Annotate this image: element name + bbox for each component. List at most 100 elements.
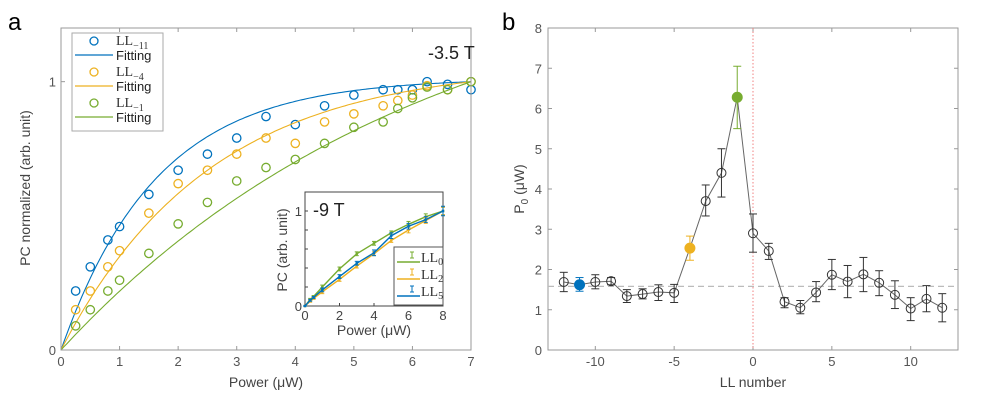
data-point xyxy=(669,287,680,298)
panel-b-ytick-label: 5 xyxy=(535,142,542,157)
inset-legend-label-2: LL5 xyxy=(421,285,443,302)
data-point xyxy=(826,269,837,280)
inset-xtick-label: 8 xyxy=(439,308,446,323)
legend-label-main: LL xyxy=(116,96,133,111)
data-point xyxy=(231,176,242,186)
data-point xyxy=(392,95,403,106)
data-point xyxy=(202,165,213,176)
panel-b-ytick-label: 7 xyxy=(535,61,542,76)
legend-label-main: LL xyxy=(116,65,133,80)
legend-fit-label-1: Fitting xyxy=(116,79,151,94)
data-point xyxy=(700,196,711,207)
data-point xyxy=(144,189,154,200)
legend-box xyxy=(71,32,164,132)
data-point xyxy=(202,149,213,159)
data-point xyxy=(261,133,271,143)
data-point xyxy=(795,302,806,313)
data-point xyxy=(103,261,113,272)
data-point xyxy=(392,103,403,114)
inset-data-point xyxy=(338,275,341,278)
inset-data-point xyxy=(338,267,341,271)
highlight-data-point xyxy=(684,242,696,254)
data-point xyxy=(114,221,125,232)
data-point xyxy=(378,84,388,95)
data-point xyxy=(874,277,885,288)
data-point xyxy=(921,293,932,304)
legend-label-sub: −11 xyxy=(133,41,148,52)
data-point xyxy=(290,154,301,165)
panel-a-xtick-label: 0 xyxy=(57,354,64,369)
inset-data-point xyxy=(407,228,410,232)
panel-b-ytick-label: 2 xyxy=(535,263,542,278)
data-point xyxy=(349,90,359,100)
inset-data-point xyxy=(424,218,427,221)
data-point xyxy=(378,117,388,127)
data-point xyxy=(407,90,418,100)
fit-line-1 xyxy=(60,81,472,351)
inset-data-point xyxy=(407,225,410,228)
inset-data-point xyxy=(372,251,376,254)
highlight-data-point xyxy=(574,279,586,291)
inset-data-point xyxy=(355,252,358,255)
data-point xyxy=(422,82,432,92)
legend-label-1: LL−4 xyxy=(116,65,144,83)
data-point xyxy=(114,275,125,286)
data-point xyxy=(70,320,81,331)
data-point xyxy=(590,276,601,287)
panel-a-axes-frame xyxy=(60,27,472,351)
panel-a-xtick-label: 6 xyxy=(409,354,416,369)
panel-b-xtick-label: 5 xyxy=(828,354,835,369)
legend-label-0: LL−11 xyxy=(116,34,148,52)
data-point xyxy=(114,245,125,256)
inset-xtick-label: 2 xyxy=(336,308,343,323)
inset-data-point xyxy=(441,209,445,213)
inset-xtick-label: 6 xyxy=(405,308,412,323)
panel-b-ytick-label: 6 xyxy=(535,102,542,117)
inset-legend-label-1: LL2 xyxy=(421,268,443,285)
data-point xyxy=(85,304,96,315)
inset-field-annotation: -9 T xyxy=(313,200,345,220)
panel-b-xtick-label: -5 xyxy=(668,354,680,369)
data-point xyxy=(653,287,664,298)
data-point xyxy=(889,289,900,300)
data-point xyxy=(85,261,96,272)
data-point xyxy=(811,287,822,298)
data-point xyxy=(422,76,432,87)
panel-b-xtick-label: -10 xyxy=(586,354,605,369)
panel-b-ylabel-main: P xyxy=(511,204,527,213)
inset-data-point xyxy=(390,234,393,237)
inset-legend-label-sub: 2 xyxy=(438,274,443,285)
inset-data-point xyxy=(321,285,324,289)
data-point xyxy=(319,100,330,111)
panel-b-plot: -10 -5 0 5 10 0 1 2 3 4 5 6 7 8 xyxy=(535,21,959,369)
inset-ytick-label: 0 xyxy=(295,299,302,314)
inset-legend-label-main: LL xyxy=(421,251,438,266)
data-point xyxy=(858,269,869,280)
inset-xtick-label: 4 xyxy=(370,308,377,323)
data-point xyxy=(70,286,81,296)
panel-a-xtick-label: 3 xyxy=(233,354,240,369)
inset-legend-label-sub: 5 xyxy=(438,291,443,302)
panel-a-plot: 0 1 2 3 4 5 6 7 0 1 xyxy=(49,28,476,369)
data-point xyxy=(319,138,330,149)
panel-b-ylabel-sub: 0 xyxy=(520,198,531,204)
data-point xyxy=(231,149,242,159)
panel-a-field-annotation: -3.5 T xyxy=(428,43,475,63)
inset-data-point xyxy=(312,296,315,299)
data-point xyxy=(779,296,790,307)
data-point xyxy=(842,276,853,287)
inset-ylabel: PC (arb. unit) xyxy=(274,208,290,291)
inset-ytick-label: 1 xyxy=(295,204,302,219)
panel-a-xtick-label: 7 xyxy=(467,354,474,369)
highlight-data-point xyxy=(731,91,743,103)
panel-a-xtick-label: 4 xyxy=(292,354,299,369)
data-point xyxy=(173,178,183,189)
inset-data-point xyxy=(372,242,376,245)
panel-b-ytick-label: 3 xyxy=(535,222,542,237)
data-point xyxy=(173,219,183,229)
data-point xyxy=(558,276,569,287)
data-point xyxy=(763,245,774,256)
inset-data-point xyxy=(355,264,358,268)
panel-a-label: a xyxy=(8,9,22,36)
